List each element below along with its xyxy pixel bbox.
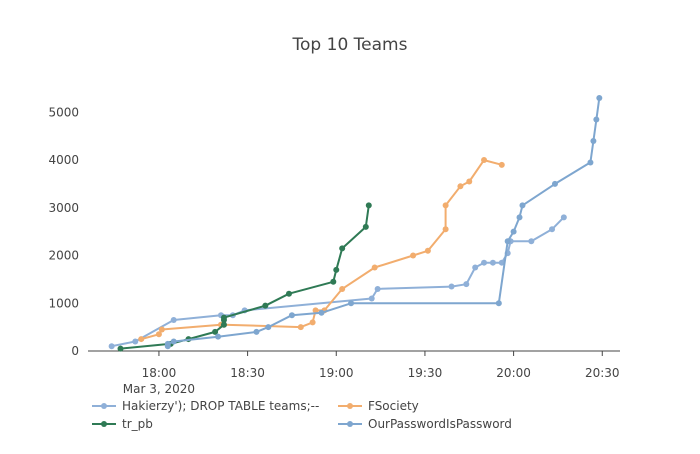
data-point[interactable] (253, 328, 260, 335)
data-point[interactable] (466, 178, 473, 185)
data-point[interactable] (265, 324, 272, 331)
data-point[interactable] (339, 245, 346, 252)
y-tick-label: 2000 (48, 249, 79, 263)
data-point[interactable] (371, 264, 378, 271)
data-point[interactable] (220, 321, 227, 328)
legend-item[interactable]: Hakierzy'); DROP TABLE teams;-- (92, 399, 319, 413)
data-point[interactable] (117, 345, 124, 352)
data-point[interactable] (170, 338, 177, 345)
data-point[interactable] (442, 226, 449, 233)
y-tick-label: 0 (71, 344, 79, 358)
data-point[interactable] (516, 214, 523, 221)
data-point[interactable] (498, 259, 505, 266)
data-point[interactable] (220, 314, 227, 321)
y-tick-label: 4000 (48, 153, 79, 167)
y-tick-label: 3000 (48, 201, 79, 215)
data-point[interactable] (593, 116, 600, 123)
data-point[interactable] (410, 252, 417, 259)
data-point[interactable] (365, 202, 372, 209)
data-point[interactable] (481, 157, 488, 164)
data-point[interactable] (472, 264, 479, 271)
y-tick-label: 5000 (48, 105, 79, 119)
data-point[interactable] (108, 343, 115, 350)
data-point[interactable] (212, 328, 219, 335)
legend-label: OurPasswordIsPassword (368, 417, 512, 431)
plot-area (108, 95, 603, 352)
data-point[interactable] (309, 319, 316, 326)
data-point[interactable] (330, 278, 337, 285)
data-point[interactable] (288, 312, 295, 319)
x-tick-label: 18:30 (230, 366, 265, 380)
legend[interactable]: Hakierzy'); DROP TABLE teams;-- FSociety t… (92, 399, 512, 431)
chart-title: Top 10 Teams (292, 35, 408, 55)
legend-label: FSociety (368, 399, 419, 413)
data-point[interactable] (215, 333, 222, 340)
data-point[interactable] (318, 309, 325, 316)
legend-swatch-marker (347, 421, 353, 427)
data-point[interactable] (312, 307, 319, 314)
data-point[interactable] (489, 259, 496, 266)
x-tick-label: 19:00 (319, 366, 354, 380)
data-point[interactable] (285, 290, 292, 297)
data-point[interactable] (481, 259, 488, 266)
data-point[interactable] (348, 300, 355, 307)
series-line (166, 97, 601, 347)
data-point[interactable] (138, 336, 145, 343)
x-tick-label: 20:30 (585, 366, 620, 380)
x-tick-label: 20:00 (496, 366, 531, 380)
data-point[interactable] (442, 202, 449, 209)
legend-label: Hakierzy'); DROP TABLE teams;-- (122, 399, 319, 413)
legend-item[interactable]: FSociety (338, 399, 419, 413)
data-point[interactable] (596, 95, 603, 101)
legend-label: tr_pb (122, 417, 153, 431)
data-point[interactable] (448, 283, 455, 290)
data-point[interactable] (155, 331, 162, 338)
x-date-label: Mar 3, 2020 (123, 382, 195, 396)
data-point[interactable] (549, 226, 556, 233)
data-point[interactable] (463, 281, 470, 288)
data-point[interactable] (297, 324, 304, 331)
data-point[interactable] (333, 266, 340, 273)
data-point[interactable] (498, 161, 505, 168)
data-point[interactable] (368, 295, 375, 302)
data-point[interactable] (551, 180, 558, 187)
axes: 18:00 18:30 19:00 19:30 20:00 20:30 Mar 3, 202… (48, 105, 620, 396)
y-tick-label: 1000 (48, 296, 79, 310)
series-line (120, 205, 370, 350)
data-point[interactable] (170, 316, 177, 323)
data-point[interactable] (132, 338, 139, 345)
data-point[interactable] (560, 214, 567, 221)
data-point[interactable] (528, 238, 535, 245)
legend-item[interactable]: OurPasswordIsPassword (338, 417, 512, 431)
data-point[interactable] (158, 326, 165, 333)
data-point[interactable] (374, 285, 381, 292)
series-line (111, 216, 565, 348)
data-point[interactable] (504, 238, 511, 245)
data-point[interactable] (590, 137, 597, 144)
legend-item[interactable]: tr_pb (92, 417, 153, 431)
data-point[interactable] (164, 340, 171, 347)
data-point[interactable] (587, 159, 594, 166)
data-point[interactable] (495, 300, 502, 307)
legend-swatch-marker (101, 403, 107, 409)
data-point[interactable] (262, 302, 269, 309)
legend-swatch-marker (347, 403, 353, 409)
data-point[interactable] (339, 285, 346, 292)
x-tick-label: 18:00 (142, 366, 177, 380)
data-point[interactable] (424, 247, 431, 254)
data-point[interactable] (362, 223, 369, 230)
x-tick-label: 19:30 (408, 366, 443, 380)
data-point[interactable] (519, 202, 526, 209)
data-point[interactable] (457, 183, 464, 190)
legend-swatch-marker (101, 421, 107, 427)
data-point[interactable] (510, 228, 517, 235)
